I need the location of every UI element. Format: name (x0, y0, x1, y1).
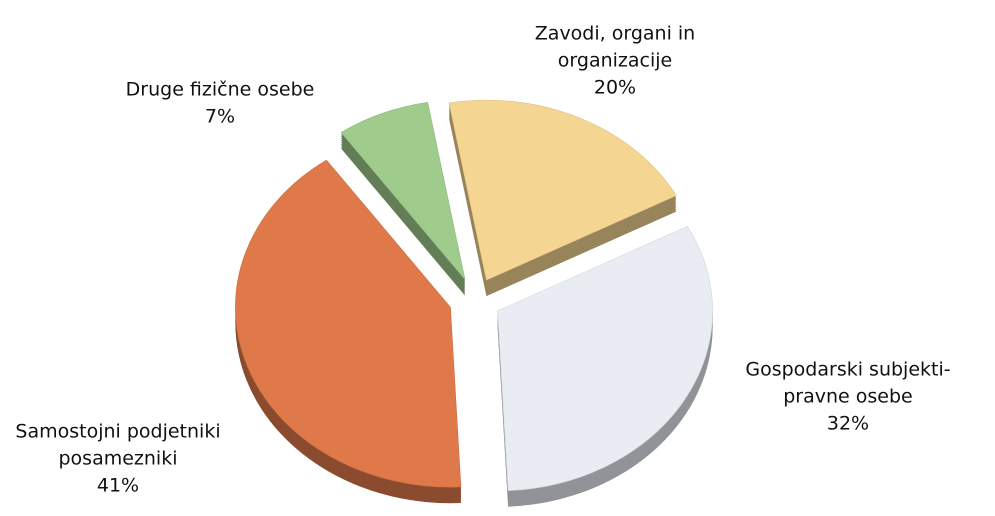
category-label: posamezniki (58, 448, 177, 470)
value-label: 41% (97, 475, 139, 497)
slice-top (340, 101, 466, 280)
slice (340, 101, 466, 296)
value-label: 32% (827, 413, 869, 435)
category-label: organizacije (558, 50, 672, 72)
value-label: 20% (594, 77, 636, 99)
category-label: Gospodarski subjekti- (745, 359, 950, 381)
slice-top (497, 226, 713, 492)
slice (448, 99, 677, 297)
slice-top (235, 159, 462, 488)
category-label: Druge fizične osebe (126, 79, 315, 101)
value-label: 7% (205, 106, 235, 128)
slice (235, 159, 462, 504)
category-label: Zavodi, organi in (535, 23, 695, 45)
slice (497, 226, 713, 507)
category-label: Samostojni podjetniki (15, 421, 220, 443)
slice-top (448, 99, 677, 281)
category-label: pravne osebe (783, 386, 913, 408)
